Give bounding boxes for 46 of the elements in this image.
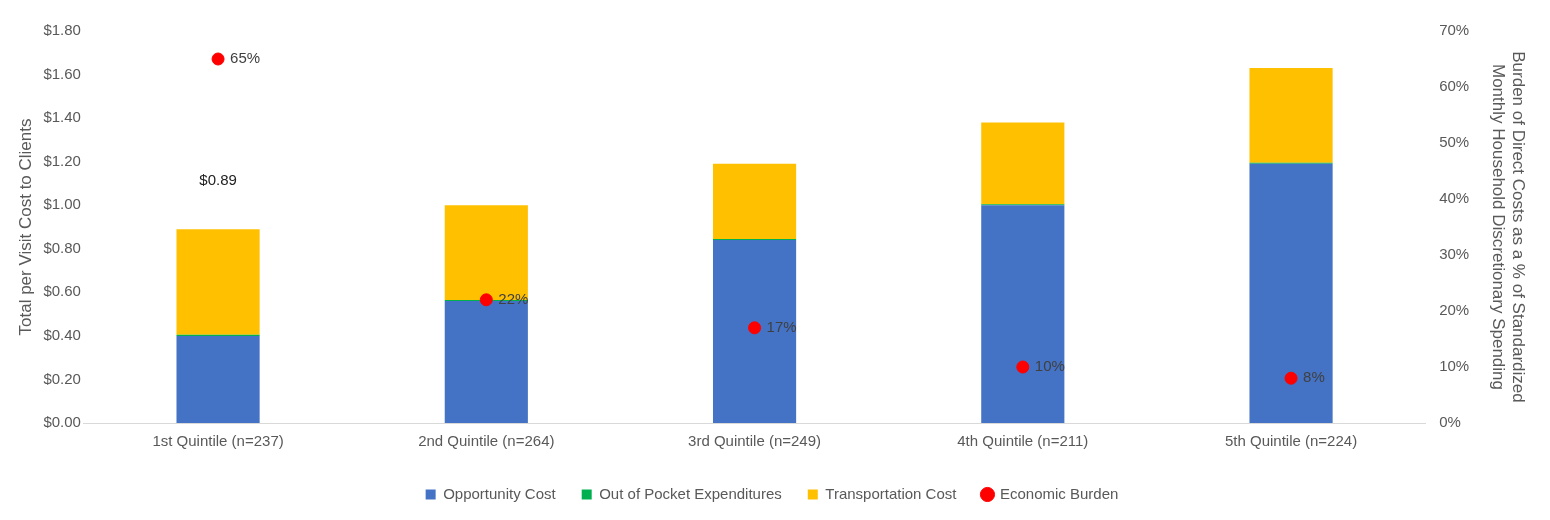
y2-tick-label: 30% bbox=[1439, 245, 1470, 263]
bar bbox=[981, 205, 1065, 423]
data-label: 8% bbox=[1303, 368, 1325, 386]
x-tick-label: 1st Quintile (n=237) bbox=[152, 432, 284, 450]
y-tick-label: $0.60 bbox=[43, 282, 81, 300]
y2-tick-label: 50% bbox=[1439, 133, 1470, 151]
bar bbox=[712, 240, 797, 423]
y-tick-label: $1.00 bbox=[43, 195, 81, 213]
y-tick-label: $1.40 bbox=[43, 108, 81, 126]
y-axis-title: Total per Visit Cost to Clients bbox=[15, 118, 35, 336]
legend-label: Economic Burden bbox=[999, 484, 1119, 502]
x-tick-label: 4th Quintile (n=211) bbox=[957, 432, 1089, 450]
bar bbox=[176, 229, 260, 335]
y2-tick-label: 60% bbox=[1439, 77, 1470, 95]
x-tick-label: 2nd Quintile (n=264) bbox=[418, 432, 555, 450]
y2-axis-title: Burden of Direct Costs as a % of Standardized Monthly Household Discretionary Spending bbox=[1488, 51, 1529, 403]
point bbox=[479, 293, 493, 307]
point bbox=[211, 52, 225, 66]
data-label: 17% bbox=[766, 317, 797, 335]
total-label: $0.89 bbox=[199, 171, 237, 189]
y2-tick-label: 70% bbox=[1439, 21, 1470, 39]
legend-label: Opportunity Cost bbox=[443, 484, 557, 502]
y2-tick-label: 20% bbox=[1439, 301, 1470, 319]
data-label: 65% bbox=[230, 49, 261, 67]
point bbox=[1016, 360, 1030, 374]
point bbox=[748, 321, 762, 335]
bar bbox=[981, 122, 1065, 205]
legend-label: Out of Pocket Expenditures bbox=[599, 484, 782, 502]
bar bbox=[1249, 68, 1333, 163]
y2-tick-label: 40% bbox=[1439, 189, 1470, 207]
legend-label: Transportation Cost bbox=[825, 484, 958, 502]
y-tick-label: $0.80 bbox=[43, 238, 81, 256]
y-tick-label: $1.80 bbox=[43, 21, 81, 39]
y2-tick-label: 10% bbox=[1439, 357, 1470, 375]
x-tick-label: 3rd Quintile (n=249) bbox=[688, 432, 822, 450]
y2-tick-label: 0% bbox=[1439, 413, 1461, 431]
y-tick-label: $1.60 bbox=[43, 64, 81, 82]
bar bbox=[712, 163, 797, 239]
y-tick-label: $1.20 bbox=[43, 151, 81, 169]
bar bbox=[1249, 163, 1333, 423]
y-tick-label: $0.20 bbox=[43, 369, 81, 387]
y-tick-label: $0.40 bbox=[43, 326, 81, 344]
x-tick-label: 5th Quintile (n=224) bbox=[1224, 432, 1358, 450]
y-tick-label: $0.00 bbox=[43, 413, 81, 431]
bar bbox=[176, 335, 260, 423]
point bbox=[1284, 371, 1298, 385]
